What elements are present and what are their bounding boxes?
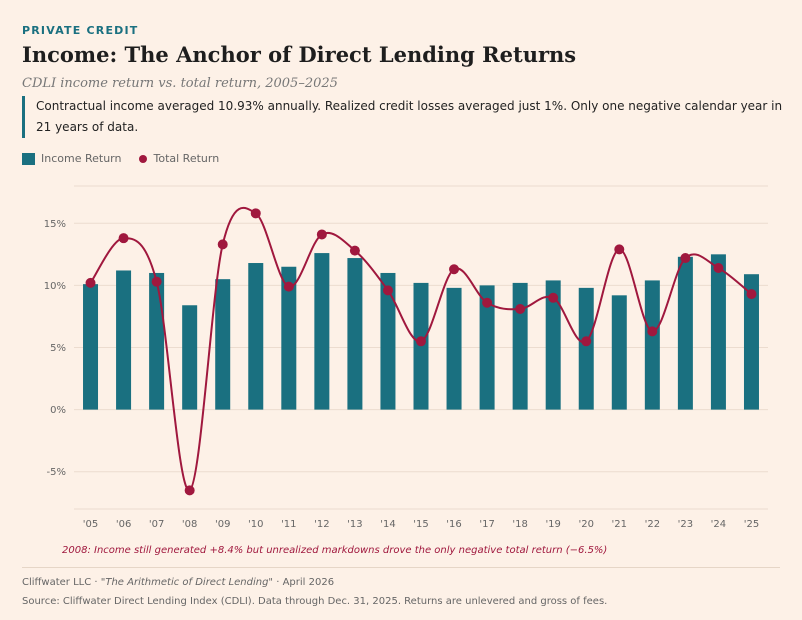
chart-subtitle: CDLI income return vs. total return, 200… [22, 76, 338, 91]
footer-source: Source: Cliffwater Direct Lending Index … [22, 596, 608, 607]
x-tick-label: '19 [545, 519, 560, 530]
total-return-point [283, 281, 294, 292]
x-tick-label: '08 [182, 519, 197, 530]
income-bar [677, 256, 693, 410]
income-bar [182, 305, 198, 410]
x-tick-label: '18 [512, 519, 527, 530]
x-tick-label: '07 [149, 519, 164, 530]
total-return-point [713, 262, 724, 273]
footer-divider [22, 567, 780, 568]
total-return-point [349, 245, 360, 256]
chart-legend: Income Return Total Return [22, 152, 219, 165]
total-return-point [647, 326, 658, 337]
income-bar [314, 253, 330, 410]
x-tick-label: '17 [479, 519, 494, 530]
income-bar [545, 280, 561, 410]
total-return-point [250, 208, 261, 219]
total-return-point [416, 336, 426, 347]
x-tick-label: '09 [215, 519, 230, 530]
x-tick-label: '12 [314, 519, 329, 530]
total-return-point [316, 229, 327, 240]
total-return-point [515, 303, 526, 314]
y-tick-label: 5% [50, 343, 66, 354]
x-tick-label: '14 [380, 519, 395, 530]
income-bar [578, 287, 594, 410]
income-bar [743, 274, 759, 410]
total-return-point [151, 276, 162, 287]
income-bar [512, 282, 528, 410]
x-tick-label: '16 [446, 519, 461, 530]
credit-suffix: · April 2026 [273, 577, 335, 588]
income-bar [479, 285, 495, 410]
credit-prefix: Cliffwater LLC · [22, 577, 101, 588]
income-bar [248, 263, 264, 410]
x-tick-label: '10 [248, 519, 263, 530]
total-return-point [581, 336, 592, 347]
legend-item-income: Income Return [22, 152, 121, 165]
key-takeaway-callout: Contractual income averaged 10.93% annua… [22, 96, 788, 138]
x-tick-label: '11 [281, 519, 296, 530]
chart-annotation-2008: 2008: Income still generated +8.4% but u… [62, 545, 608, 556]
total-return-point [217, 239, 228, 250]
total-return-point [449, 264, 460, 275]
total-return-point [614, 244, 625, 255]
income-bar [83, 284, 99, 410]
income-bar [644, 280, 660, 410]
legend-label-income: Income Return [41, 152, 122, 165]
x-tick-label: '05 [83, 519, 98, 530]
total-swatch-icon [139, 154, 148, 163]
total-return-point [382, 285, 393, 296]
total-return-point [680, 253, 691, 264]
income-swatch-icon [22, 152, 35, 165]
x-tick-label: '23 [678, 519, 693, 530]
x-tick-label: '21 [612, 519, 627, 530]
chart-title: Income: The Anchor of Direct Lending Ret… [22, 42, 577, 67]
y-tick-label: 0% [50, 405, 66, 416]
x-tick-label: '22 [645, 519, 660, 530]
income-bar [347, 258, 363, 410]
x-tick-label: '13 [347, 519, 362, 530]
income-bar [710, 254, 726, 410]
y-tick-label: -5% [47, 467, 66, 478]
credit-title: "The Arithmetic of Direct Lending" [100, 577, 274, 588]
income-bar [215, 279, 231, 410]
income-bar [446, 287, 462, 410]
total-return-point [118, 233, 129, 244]
legend-item-total: Total Return [139, 152, 219, 165]
x-tick-label: '20 [578, 519, 593, 530]
income-bar [281, 266, 297, 410]
x-tick-label: '25 [744, 519, 759, 530]
income-bar [611, 295, 627, 410]
x-tick-label: '15 [413, 519, 428, 530]
y-tick-label: 15% [44, 219, 66, 230]
returns-chart: -5% 0% 5% 10% 15% '05 '06 '07 '08 '09 '10 '11 '12 '13… [44, 185, 768, 530]
total-return-point [746, 289, 757, 300]
total-return-point [548, 292, 559, 303]
footer-credit: Cliffwater LLC · "The Arithmetic of Dire… [22, 577, 334, 588]
income-bar [380, 272, 396, 410]
x-tick-label: '24 [711, 519, 726, 530]
legend-label-total: Total Return [153, 152, 220, 165]
income-bar [149, 272, 165, 410]
total-return-point [184, 485, 195, 496]
x-tick-label: '06 [116, 519, 131, 530]
income-bar [116, 270, 132, 410]
total-return-point [482, 297, 493, 308]
eyebrow-label: PRIVATE CREDIT [22, 24, 139, 37]
total-return-point [85, 277, 96, 288]
y-tick-label: 10% [44, 281, 66, 292]
